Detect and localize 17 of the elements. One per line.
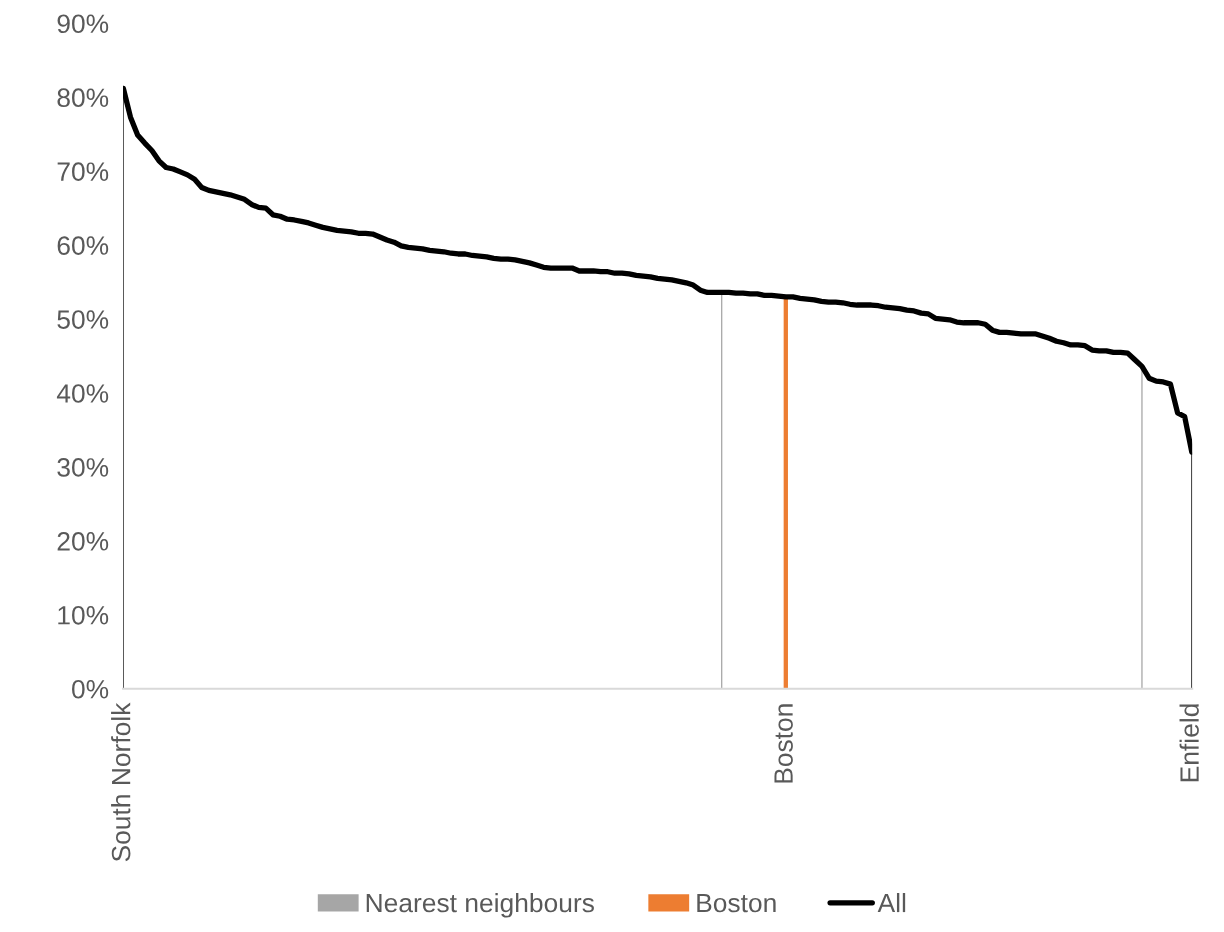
y-tick-label: 10% [58, 605, 109, 625]
y-tick-label: 90% [57, 14, 109, 34]
y-tick-label: 0% [72, 679, 109, 699]
legend-label: All [877, 892, 906, 913]
y-tick-label: 30% [57, 458, 109, 477]
legend-label: Boston [697, 893, 776, 913]
y-tick-label: 80% [57, 88, 109, 108]
y-tick-label: 60% [57, 236, 109, 255]
y-tick-label: 70% [57, 162, 109, 181]
y-tick-label: 50% [57, 310, 109, 329]
legend-label: Nearest neighbours [366, 892, 594, 918]
y-tick-label: 20% [57, 532, 109, 551]
x-tick-label: Enfield [1179, 704, 1199, 782]
x-tick-label: Boston [774, 704, 793, 783]
bar [782, 296, 790, 689]
x-tick-label: South Norfolk [111, 702, 131, 862]
y-tick-label: 40% [56, 384, 109, 403]
